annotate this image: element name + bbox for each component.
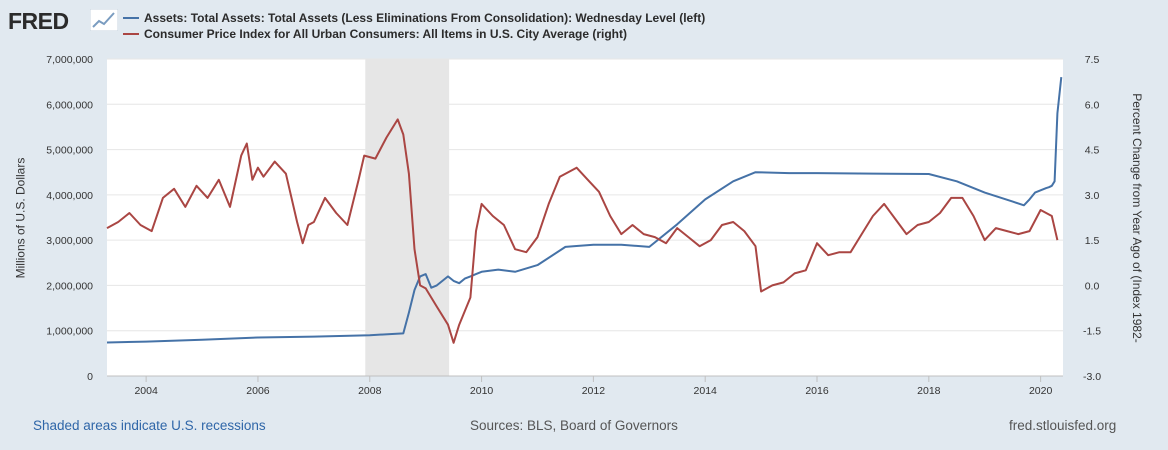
y-tick-label-left: 6,000,000 xyxy=(46,99,93,111)
y-tick-label-left: 3,000,000 xyxy=(46,235,93,247)
y-tick-label-right: -1.5 xyxy=(1083,326,1101,338)
x-tick-label: 2004 xyxy=(134,385,158,397)
y-axis-label-right: Percent Change from Year Ago of (Index 1… xyxy=(1129,92,1144,343)
y-tick-label-left: 0 xyxy=(87,371,93,383)
recession-band xyxy=(365,59,450,376)
fred-chart-logo-icon xyxy=(90,9,118,31)
legend-swatch-assets xyxy=(123,16,139,19)
x-tick-label: 2008 xyxy=(358,385,382,397)
legend-label-cpi: Consumer Price Index for All Urban Consu… xyxy=(144,27,627,41)
y-tick-label-left: 5,000,000 xyxy=(46,145,93,157)
y-tick-label-right: 7.5 xyxy=(1085,54,1100,66)
x-tick-label: 2020 xyxy=(1029,385,1053,397)
legend-item-cpi[interactable]: Consumer Price Index for All Urban Consu… xyxy=(123,27,627,41)
site-link[interactable]: fred.stlouisfed.org xyxy=(1009,418,1117,433)
y-tick-label-right: 0.0 xyxy=(1085,280,1100,292)
y-tick-label-right: 4.5 xyxy=(1085,145,1100,157)
series-line-cpi xyxy=(106,118,1059,344)
y-tick-label-left: 4,000,000 xyxy=(46,190,93,202)
x-tick-label: 2012 xyxy=(582,385,606,397)
legend-swatch-cpi xyxy=(123,32,139,35)
x-tick-label: 2010 xyxy=(470,385,494,397)
legend-item-assets[interactable]: Assets: Total Assets: Total Assets (Less… xyxy=(123,11,705,25)
y-axis-label-left: Millions of U.S. Dollars xyxy=(12,157,27,278)
x-tick-label: 2016 xyxy=(805,385,829,397)
y-tick-label-right: 3.0 xyxy=(1085,190,1100,202)
y-tick-label-left: 2,000,000 xyxy=(46,280,93,292)
x-tick-label: 2006 xyxy=(246,385,270,397)
y-tick-label-right: 6.0 xyxy=(1085,99,1100,111)
plot-background xyxy=(107,59,1063,376)
series-line-assets xyxy=(106,76,1063,344)
y-tick-label-left: 1,000,000 xyxy=(46,326,93,338)
x-tick-label: 2014 xyxy=(694,385,718,397)
legend-label-assets: Assets: Total Assets: Total Assets (Less… xyxy=(144,11,706,25)
sources-text: Sources: BLS, Board of Governors xyxy=(470,418,678,433)
x-tick-label: 2018 xyxy=(917,385,941,397)
y-tick-label-right: -3.0 xyxy=(1083,371,1101,383)
y-tick-label-right: 1.5 xyxy=(1085,235,1100,247)
y-tick-label-left: 7,000,000 xyxy=(46,54,93,66)
logo-text: FRED xyxy=(8,8,69,34)
recession-note-link[interactable]: Shaded areas indicate U.S. recessions xyxy=(33,418,266,433)
